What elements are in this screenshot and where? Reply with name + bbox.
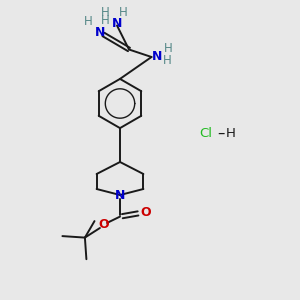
Text: –: –: [217, 126, 224, 141]
Text: N: N: [115, 189, 125, 203]
Text: N: N: [152, 50, 162, 63]
Text: H: H: [164, 42, 172, 55]
Text: H: H: [101, 5, 110, 19]
Text: O: O: [141, 206, 152, 220]
Text: H: H: [84, 14, 93, 28]
Text: H: H: [163, 53, 172, 67]
Text: Cl: Cl: [199, 127, 212, 140]
Text: H: H: [119, 5, 128, 19]
Text: H: H: [226, 127, 236, 140]
Text: N: N: [112, 17, 122, 31]
Text: H: H: [100, 14, 109, 27]
Text: O: O: [98, 218, 109, 232]
Text: N: N: [95, 26, 105, 39]
